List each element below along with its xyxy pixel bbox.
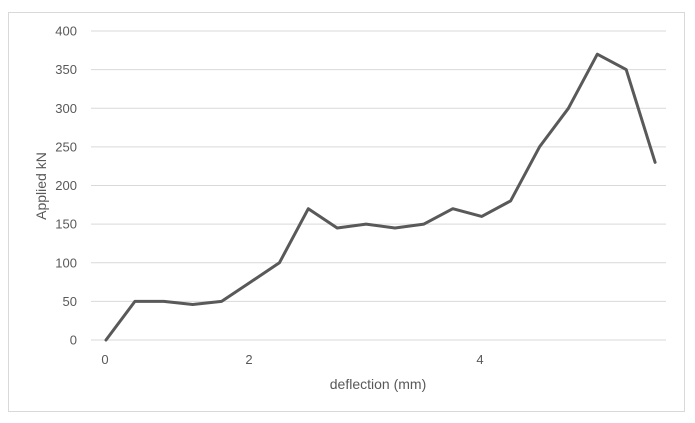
- x-axis-title: deflection (mm): [330, 376, 426, 392]
- y-axis-title: Applied kN: [33, 152, 49, 220]
- y-axis-ticks: 0 50 100 150 200 250 300 350 400: [55, 24, 77, 348]
- chart-frame: [8, 12, 685, 412]
- y-tick-label: 150: [55, 217, 77, 232]
- y-tick-label: 300: [55, 101, 77, 116]
- y-tick-label: 100: [55, 255, 77, 270]
- y-tick-label: 200: [55, 178, 77, 193]
- x-tick-label: 2: [245, 352, 252, 367]
- y-tick-label: 250: [55, 139, 77, 154]
- series-line-0: [104, 52, 657, 342]
- gridlines: [91, 30, 666, 341]
- x-tick-label: 4: [476, 352, 483, 367]
- y-tick-label: 0: [70, 333, 77, 348]
- x-axis-ticks: 0 2 4: [101, 352, 483, 367]
- series-group: [104, 52, 657, 342]
- x-tick-label: 0: [101, 352, 108, 367]
- y-tick-label: 400: [55, 24, 77, 39]
- y-tick-label: 350: [55, 62, 77, 77]
- y-tick-label: 50: [63, 294, 77, 309]
